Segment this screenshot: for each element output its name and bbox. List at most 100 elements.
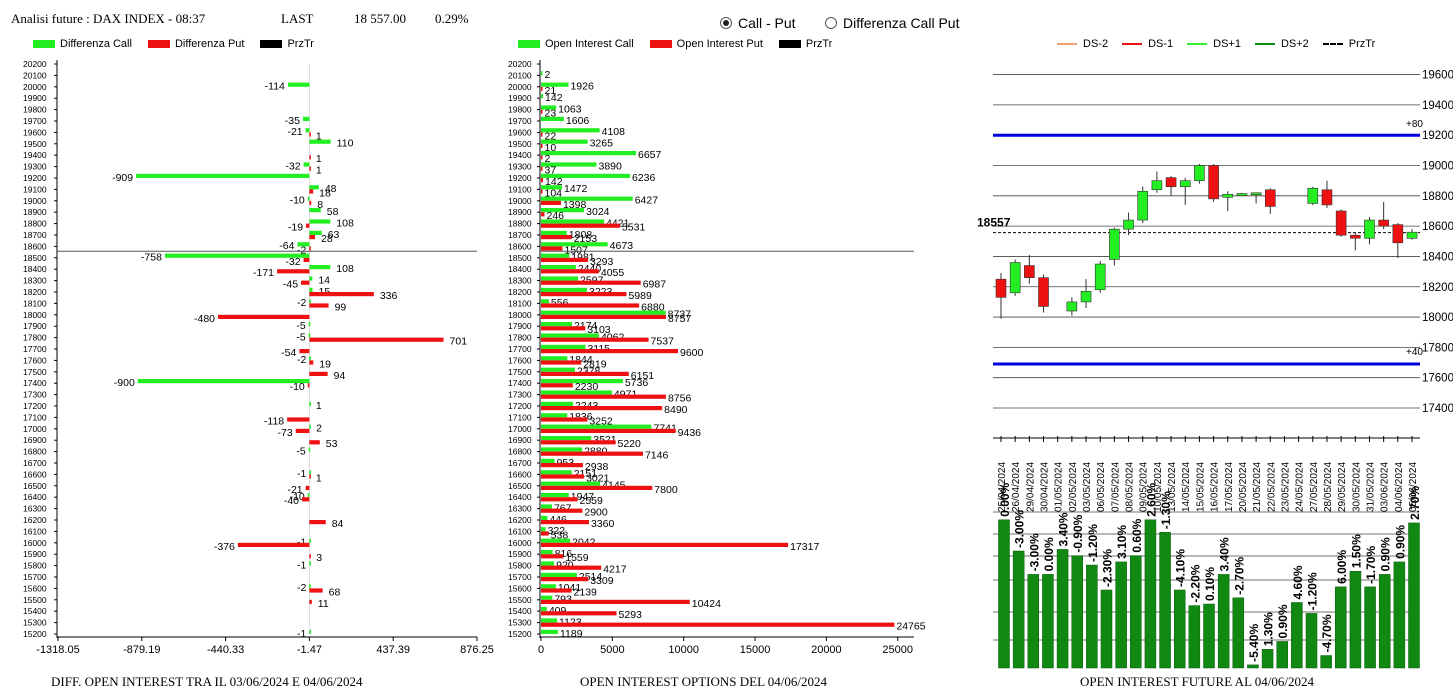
y-tick-label: 18600 (23, 241, 47, 251)
diff-bar (309, 424, 311, 429)
oi-bar (541, 219, 605, 224)
price-tick-label: 19200 (1422, 130, 1453, 142)
diff-bar (297, 242, 310, 247)
diff-bar (299, 349, 310, 354)
y-tick-label: 17800 (23, 333, 47, 343)
oi-bar-label: 9600 (680, 347, 704, 359)
oi-bar-label: 1559 (565, 552, 589, 564)
candle-body (1378, 219, 1389, 227)
diff-bar-label: -758 (141, 252, 162, 264)
date-label: 29/04/2024 (1025, 462, 1036, 512)
y-tick-label: 19500 (23, 139, 47, 149)
y-tick-label: 16100 (508, 526, 532, 536)
oi-bar (541, 356, 568, 361)
radio-differenza-label: Differenza Call Put (843, 15, 960, 31)
oi-bar-label: 7800 (654, 484, 678, 496)
oi-future-bar (1100, 589, 1113, 669)
y-tick-label: 18700 (508, 230, 532, 240)
y-tick-label: 16600 (508, 469, 532, 479)
diff-bar-label: -1 (297, 468, 306, 480)
price-tick-label: 19400 (1422, 100, 1453, 112)
date-label: 08/05/2024 (1125, 462, 1136, 512)
x-tick-label: 876.25 (460, 644, 494, 656)
oi-future-bar (998, 519, 1010, 669)
oi-bar (541, 383, 573, 388)
y-tick-label: 16500 (23, 481, 47, 491)
oi-bar (541, 497, 578, 502)
y-tick-label: 20000 (508, 82, 532, 92)
candle-body (1350, 234, 1361, 239)
oi-bar-label: 1507 (565, 244, 589, 256)
price-tick-label: 19600 (1422, 70, 1453, 82)
oi-bar-label: 3360 (591, 518, 615, 530)
oi-bar (541, 189, 543, 194)
diff-bar-label: -171 (253, 267, 274, 279)
diff-bar-label: -118 (264, 415, 284, 427)
date-label: 13/05/2024 (1167, 462, 1178, 512)
oi-bar (541, 132, 543, 137)
y-tick-label: 15300 (508, 618, 532, 628)
oi-future-bar (1086, 564, 1098, 669)
oi-bar (541, 185, 563, 190)
y-tick-label: 17500 (23, 367, 47, 377)
oi-bar (541, 349, 678, 354)
y-tick-label: 19600 (23, 127, 47, 137)
y-tick-label: 17100 (23, 412, 47, 422)
y-tick-label: 15500 (508, 595, 532, 605)
date-label: 24/05/2024 (1295, 462, 1306, 512)
oi-bar (541, 424, 652, 429)
oi-future-bar-label: -3.00% (1027, 533, 1041, 571)
candle-body (1208, 165, 1219, 200)
diff-bar-label: 8 (317, 199, 323, 211)
oi-bar (541, 322, 573, 327)
oi-future-bar (1349, 571, 1362, 669)
diff-bar-label: -5 (296, 320, 305, 332)
diff-bar (295, 428, 310, 433)
diff-bar (302, 497, 310, 502)
radio-call-put[interactable]: Call - Put (720, 14, 796, 32)
oi-future-bar-label: 3.40% (1218, 537, 1232, 571)
diff-bar-label: -5 (296, 331, 305, 343)
oi-bar (541, 337, 649, 342)
diff-bar (309, 139, 331, 144)
diff-bar-label: -54 (281, 347, 296, 359)
oi-future-bar (1056, 549, 1069, 669)
diff-bar (309, 561, 311, 566)
oi-future-bar-label: 0.90% (1379, 537, 1393, 571)
legend-label: Open Interest Put (676, 38, 763, 50)
diff-bar (287, 82, 310, 87)
date-label: 03/06/2024 (1380, 462, 1391, 512)
diff-bar (307, 493, 310, 498)
oi-bar-label: 2 (545, 69, 551, 81)
oi-bar (541, 607, 547, 612)
oi-bar-label: 2900 (584, 507, 608, 519)
y-tick-label: 15500 (23, 595, 47, 605)
oi-future-bar-label: -0.90% (1071, 514, 1085, 552)
diff-bar-label: 58 (327, 206, 339, 218)
diff-bar-label: 19 (319, 358, 331, 370)
oi-bar-label: 5736 (625, 377, 649, 389)
oi-bar (541, 280, 641, 285)
oi-future-bar (1276, 641, 1288, 669)
diff-bar (309, 189, 314, 194)
oi-bar-label: 9436 (678, 427, 702, 439)
y-tick-label: 17900 (23, 321, 47, 331)
last-value: 18 557.00 (354, 11, 406, 26)
radio-differenza-call-put[interactable]: Differenza Call Put (825, 14, 959, 32)
oi-bar (541, 401, 574, 406)
diff-bar-label: -1 (297, 559, 306, 571)
oi-bar (541, 360, 582, 365)
oi-bar-label: 3293 (590, 256, 614, 268)
oi-bar (541, 371, 629, 376)
y-tick-label: 15700 (23, 572, 47, 582)
oi-bar-label: 1472 (564, 183, 588, 195)
y-tick-label: 15400 (508, 606, 532, 616)
x-tick-label: 0 (538, 644, 544, 656)
legend-label: PrzTr (1348, 38, 1376, 50)
legend-line (1322, 43, 1343, 45)
oi-bar (541, 542, 789, 547)
x-tick-label: -1318.05 (36, 644, 79, 656)
oi-bar-label: 6427 (635, 195, 659, 207)
oi-bar (541, 493, 569, 498)
diff-bar (301, 280, 310, 285)
